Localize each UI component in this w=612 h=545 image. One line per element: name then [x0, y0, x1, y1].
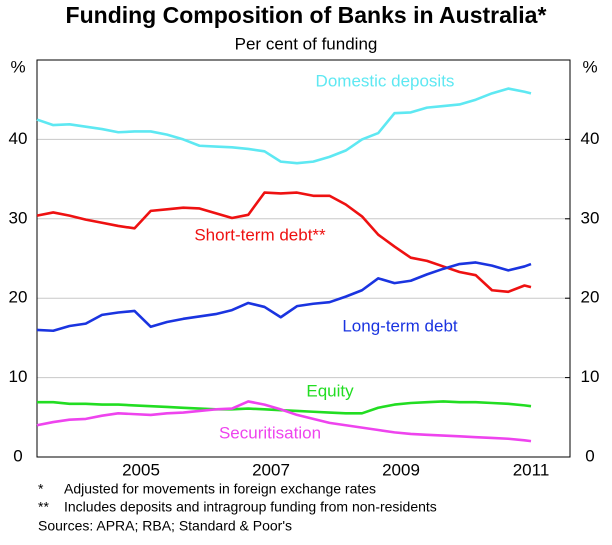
y-tick-label: 30: [9, 208, 28, 227]
series-label: Domestic deposits: [316, 71, 455, 90]
y-tick-label: 40: [9, 129, 28, 148]
y2-tick-label: 40: [581, 129, 600, 148]
series-label: Long-term debt: [342, 316, 458, 335]
series-line: [36, 261, 532, 333]
y2-tick-label: 0: [585, 446, 594, 465]
chart-title: Funding Composition of Banks in Australi…: [66, 2, 547, 28]
series-label: Equity: [306, 381, 354, 400]
y-tick-label: 0: [13, 446, 22, 465]
x-tick-label: 2005: [122, 460, 160, 479]
note-marker: *: [38, 481, 44, 497]
plot-frame: [36, 59, 571, 458]
note-text: Adjusted for movements in foreign exchan…: [64, 481, 376, 497]
note-text: Includes deposits and intragroup funding…: [64, 499, 437, 515]
y-tick-label: 10: [9, 367, 28, 386]
series-line: [37, 400, 532, 415]
series-label: Securitisation: [219, 423, 321, 442]
y2-tick-label: 20: [581, 288, 600, 307]
chart-subtitle: Per cent of funding: [235, 34, 378, 53]
series-line: [36, 191, 532, 294]
series-line: [36, 400, 532, 443]
y-tick-label: 20: [9, 288, 28, 307]
source: Sources: APRA; RBA; Standard & Poor's: [38, 518, 292, 534]
series-label: Short-term debt**: [194, 225, 326, 244]
x-tick-label: 2009: [382, 460, 420, 479]
x-tick-label: 2011: [513, 460, 550, 479]
x-tick-label: 2007: [252, 460, 290, 479]
series-line: [36, 87, 532, 165]
y2-tick-label: 10: [581, 367, 600, 386]
y2-unit: %: [582, 57, 597, 76]
note-marker: **: [38, 499, 49, 515]
y2-tick-label: 30: [581, 208, 600, 227]
y-unit: %: [10, 57, 25, 76]
